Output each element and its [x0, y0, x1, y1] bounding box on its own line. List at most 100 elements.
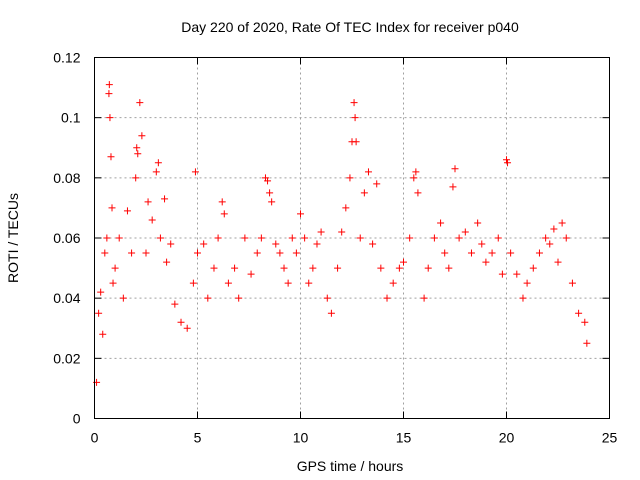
data-point: [297, 210, 304, 218]
data-point: [494, 234, 502, 242]
data-point: [373, 180, 381, 188]
data-point: [410, 174, 418, 182]
data-point: [133, 144, 141, 152]
data-point: [414, 189, 422, 197]
y-tick-label: 0.12: [53, 50, 80, 66]
data-point: [554, 258, 562, 266]
data-point: [334, 264, 342, 272]
data-point: [437, 219, 445, 227]
data-point: [507, 249, 515, 257]
data-point: [498, 270, 506, 278]
data-point: [523, 279, 531, 287]
data-point: [163, 258, 171, 266]
data-point: [467, 249, 475, 257]
y-axis-label: ROTI / TECUs: [5, 193, 21, 283]
data-point: [128, 249, 136, 257]
data-point: [257, 234, 265, 242]
data-point: [247, 270, 255, 278]
data-point: [562, 234, 570, 242]
data-point: [350, 99, 358, 107]
data-point: [103, 234, 111, 242]
data-point: [430, 234, 438, 242]
data-point: [167, 240, 175, 248]
data-point: [266, 189, 274, 197]
y-tick-label: 0.1: [61, 110, 81, 126]
data-point: [583, 339, 591, 347]
data-point: [581, 318, 589, 326]
data-point: [406, 234, 414, 242]
data-point: [482, 258, 490, 266]
data-points-layer: [93, 81, 591, 386]
data-point: [191, 168, 199, 176]
data-point: [210, 264, 218, 272]
data-point: [441, 249, 449, 257]
data-point: [513, 270, 521, 278]
plot-frame: [94, 57, 610, 419]
data-point: [132, 174, 140, 182]
ticks-layer: 0 5 10 15 20 25 0 0.02 0.04 0.06 0.08 0.1 0.12: [53, 50, 617, 446]
data-point: [106, 114, 114, 122]
data-point: [478, 240, 486, 248]
data-point: [542, 234, 550, 242]
data-point: [111, 264, 119, 272]
data-point: [200, 240, 208, 248]
data-point: [171, 300, 179, 308]
data-point: [231, 264, 239, 272]
data-point: [156, 234, 164, 242]
chart-title: Day 220 of 2020, Rate Of TEC Index for r…: [181, 19, 519, 35]
y-tick-label: 0.04: [53, 290, 80, 306]
data-point: [369, 240, 377, 248]
data-point: [276, 249, 284, 257]
y-tick-label: 0.08: [53, 170, 80, 186]
data-point: [558, 219, 566, 227]
data-point: [144, 198, 152, 206]
data-point: [123, 207, 131, 215]
data-point: [101, 249, 109, 257]
data-point: [95, 309, 103, 317]
data-point: [264, 177, 272, 185]
data-point: [305, 279, 313, 287]
data-point: [152, 168, 160, 176]
data-point: [546, 240, 554, 248]
data-point: [550, 225, 558, 233]
data-point: [142, 249, 150, 257]
data-point: [280, 264, 288, 272]
data-point: [455, 234, 463, 242]
data-point: [99, 330, 107, 338]
data-point: [214, 234, 222, 242]
data-point: [351, 114, 359, 122]
data-point: [301, 234, 309, 242]
data-point: [272, 240, 280, 248]
data-point: [119, 294, 127, 302]
data-point: [313, 240, 321, 248]
x-axis-label: GPS time / hours: [297, 458, 404, 474]
data-point: [97, 288, 105, 296]
data-point: [356, 234, 364, 242]
data-point: [105, 81, 113, 89]
data-point: [189, 279, 197, 287]
data-point: [383, 294, 391, 302]
data-point: [503, 156, 510, 164]
data-point: [529, 264, 537, 272]
data-point: [268, 198, 276, 206]
data-point: [504, 159, 512, 167]
data-point: [136, 99, 144, 107]
y-tick-label: 0.02: [53, 350, 80, 366]
y-tick-label: 0: [73, 411, 81, 427]
data-point: [364, 168, 372, 176]
data-point: [488, 249, 496, 257]
data-point: [445, 264, 453, 272]
x-tick-label: 20: [499, 430, 515, 446]
data-point: [138, 132, 146, 140]
data-point: [183, 324, 191, 332]
data-point: [474, 219, 482, 227]
data-point: [161, 195, 169, 203]
data-point: [204, 294, 212, 302]
data-point: [519, 294, 527, 302]
data-point: [535, 249, 543, 257]
data-point: [108, 204, 116, 212]
data-point: [224, 279, 232, 287]
data-point: [424, 264, 432, 272]
data-point: [568, 279, 576, 287]
